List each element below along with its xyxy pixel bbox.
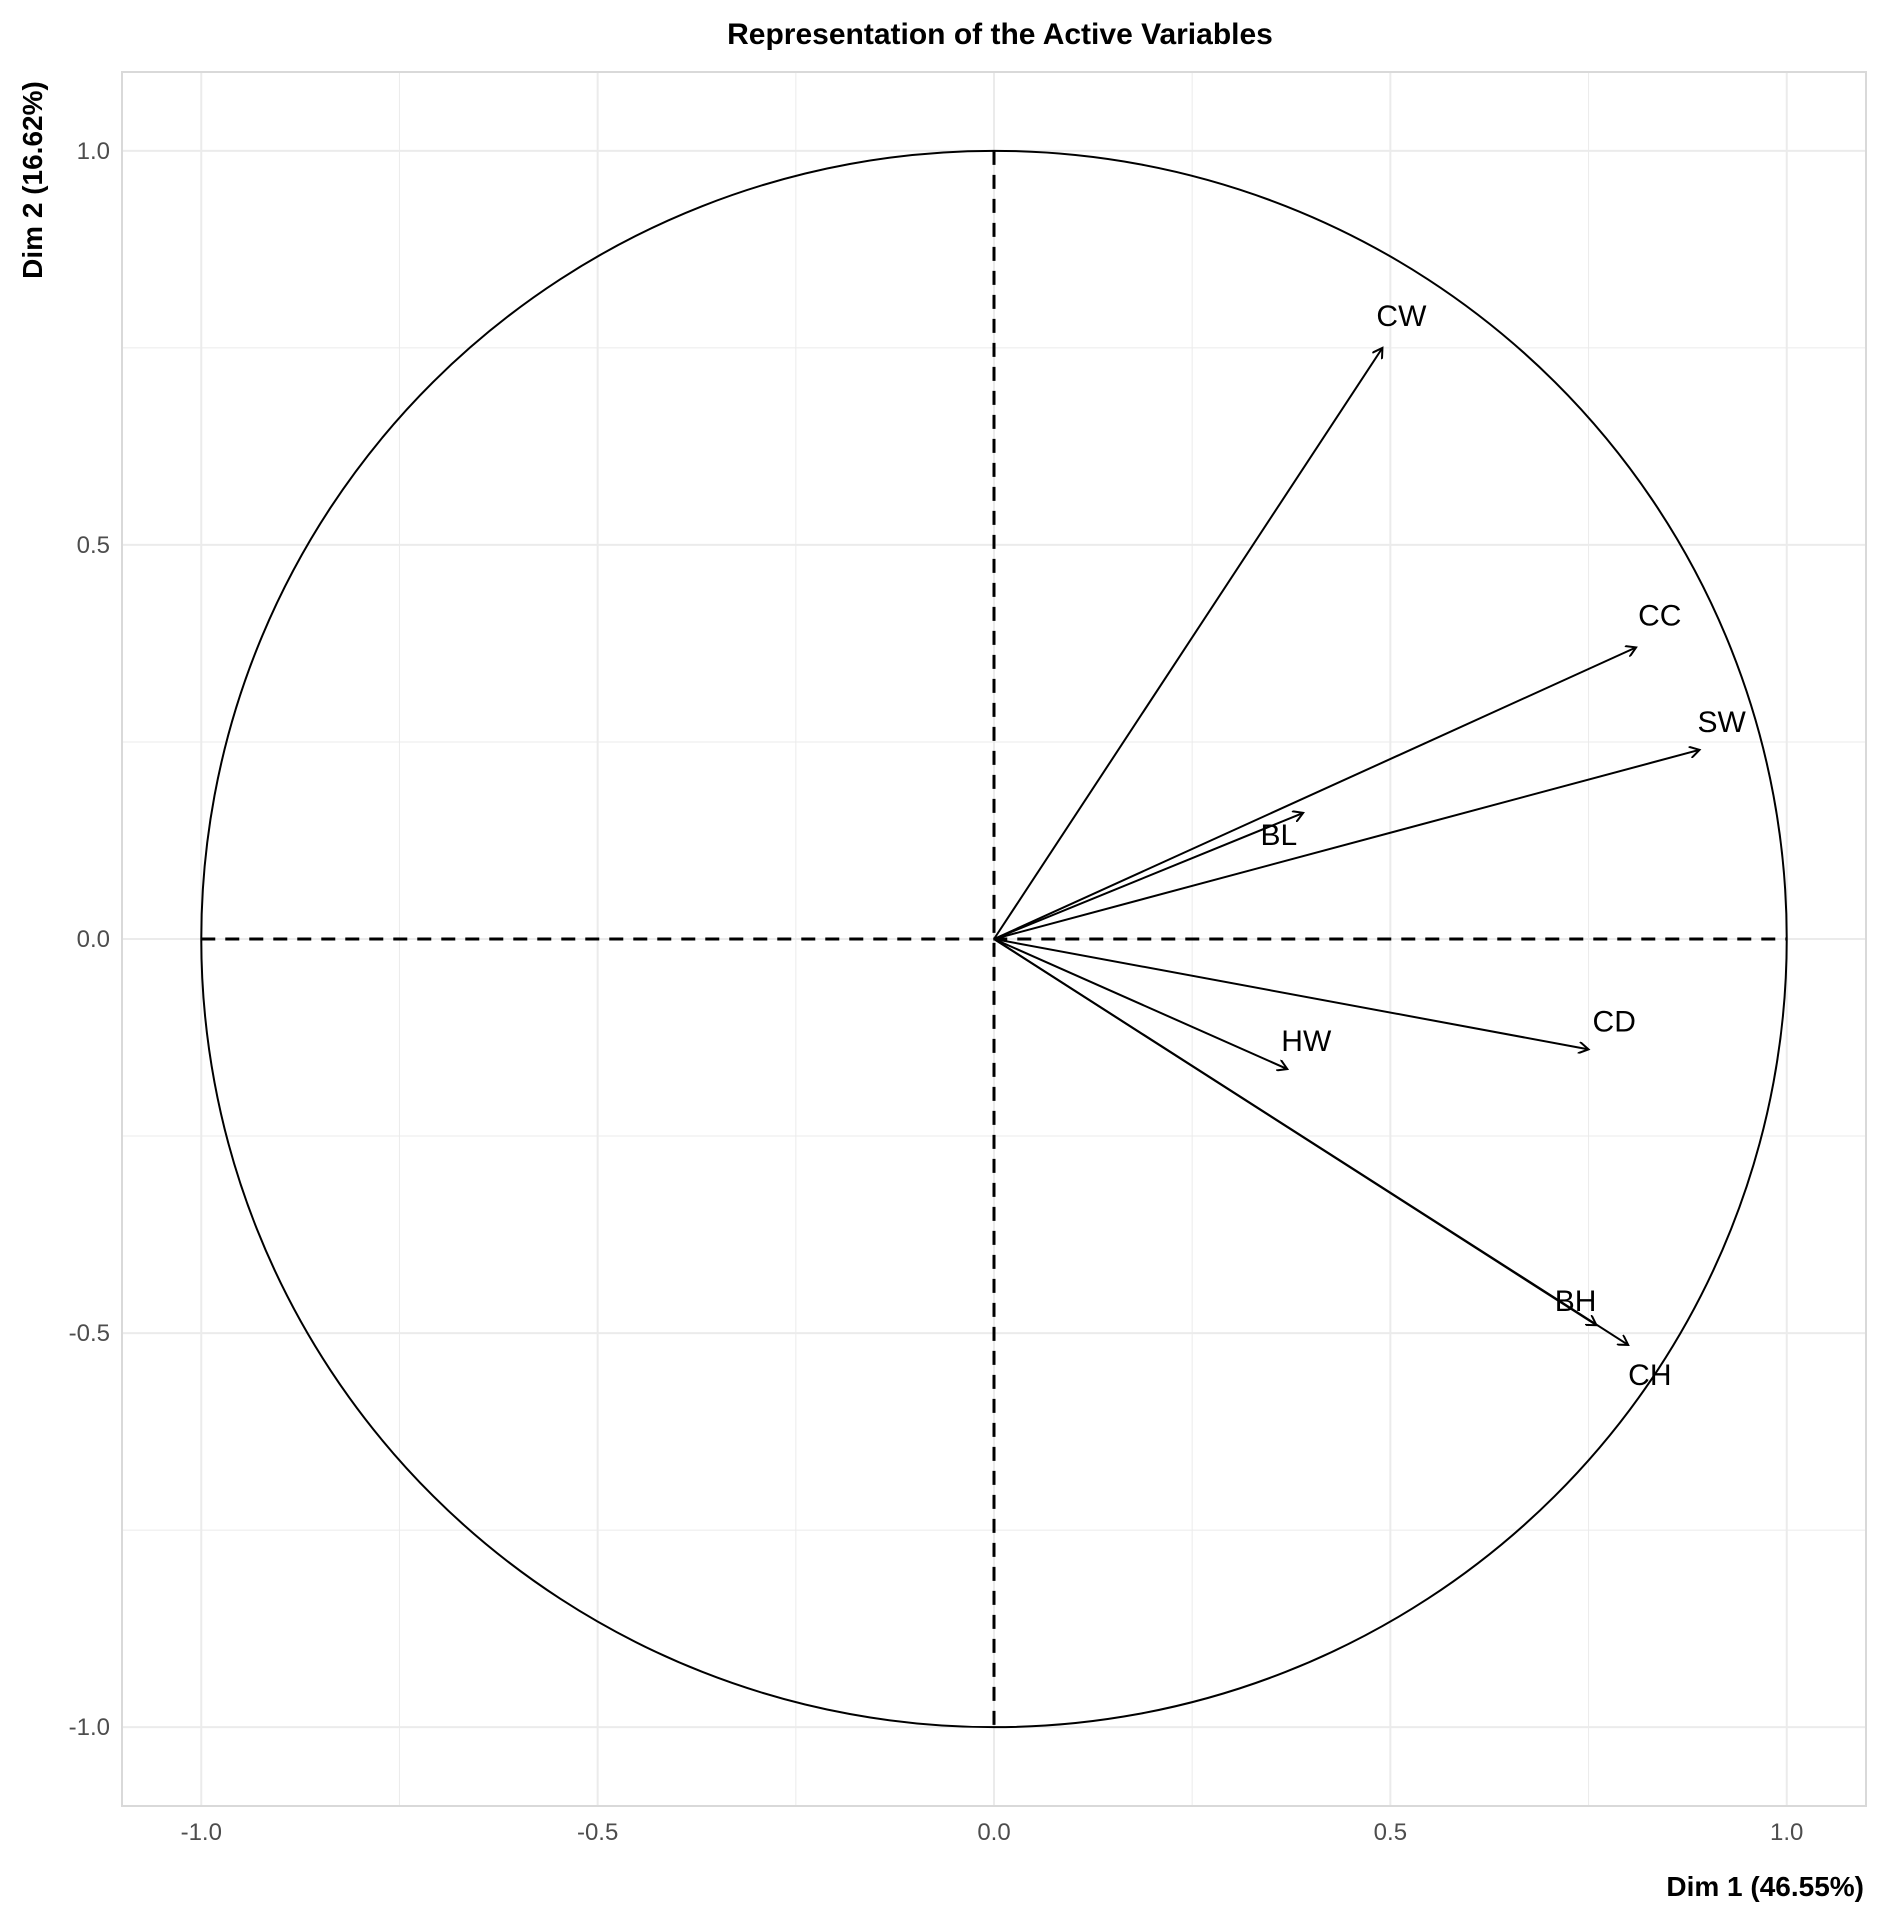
chart-title: Representation of the Active Variables	[727, 18, 1273, 51]
vector-arrow-cw	[993, 348, 1382, 940]
x-tick-label: 0.5	[1374, 1819, 1407, 1846]
vector-arrow-bl	[993, 813, 1303, 940]
y-tick-label: 1.0	[77, 138, 110, 165]
vector-arrow-cd	[993, 938, 1589, 1049]
vector-label-ch: CH	[1628, 1359, 1671, 1392]
y-tick-label: 0.5	[77, 532, 110, 559]
x-tick-label: -1.0	[181, 1819, 222, 1846]
y-axis-label: Dim 2 (16.62%)	[17, 81, 48, 279]
y-tick-label: 0.0	[77, 926, 110, 953]
vector-label-cd: CD	[1593, 1005, 1636, 1038]
x-tick-label: 0.0	[977, 1819, 1010, 1846]
vector-label-bl: BL	[1260, 819, 1297, 852]
vector-label-cc: CC	[1638, 599, 1681, 632]
plot-area: -1.0 -0.5 0.0 0.5 1.0 -1.0 -0.5 0.0 0.5 1.0 CW CC SW…	[69, 71, 1867, 1846]
x-axis-label: Dim 1 (46.55%)	[1666, 1871, 1864, 1902]
x-tick-label: 1.0	[1770, 1819, 1803, 1846]
vector-label-hw: HW	[1281, 1025, 1332, 1058]
vector-label-cw: CW	[1376, 300, 1427, 333]
y-tick-label: -1.0	[69, 1714, 110, 1741]
vector-label-sw: SW	[1698, 706, 1747, 739]
vector-arrow-hw	[993, 938, 1287, 1069]
vector-arrow-ch	[993, 938, 1628, 1345]
x-tick-label: -0.5	[577, 1819, 618, 1846]
y-tick-label: -0.5	[69, 1320, 110, 1347]
plot-panel-border	[121, 71, 1867, 1807]
vector-arrow-cc	[993, 647, 1636, 940]
vector-arrow-sw	[993, 750, 1700, 940]
